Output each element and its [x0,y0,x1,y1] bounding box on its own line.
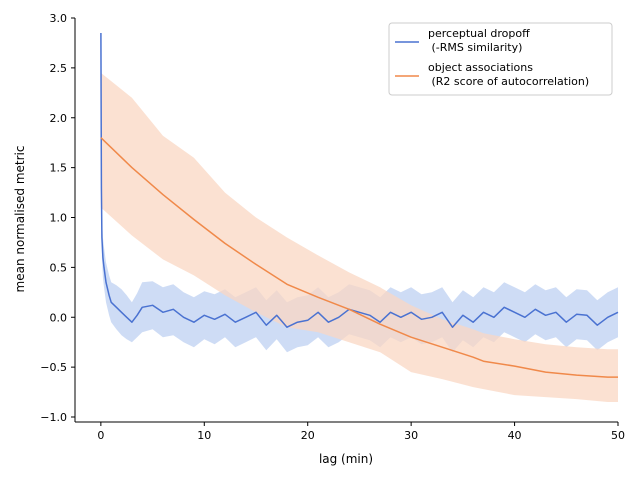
y-tick-label: 1.5 [50,162,68,175]
legend-entry-0: perceptual dropoff (-RMS similarity) [428,27,530,54]
legend-box [388,22,613,96]
x-tick-label: 20 [301,429,315,442]
x-tick-label: 40 [508,429,522,442]
axes [74,18,618,423]
y-tick-label: 0.5 [50,261,68,274]
y-tick-label: 0.0 [50,311,68,324]
legend-entry-1: object associations (R2 score of autocor… [428,61,589,88]
y-axis-label: mean normalised metric [13,146,27,293]
series-1-confidence-band [100,72,618,403]
series-lines [100,32,619,378]
ticks: 0 10 20 30 40 50 −1.0 −0.5 0.0 0.5 1.0 1.5 2.0 2.5 3.0 [40,12,625,442]
x-tick-label: 10 [197,429,211,442]
y-tick-label: 1.0 [50,212,68,225]
y-tick-label: 2.5 [50,62,68,75]
x-tick-label: 0 [97,429,104,442]
legend: perceptual dropoff (-RMS similarity) obje… [388,22,613,96]
confidence-bands [100,33,618,403]
series-1-line [100,137,618,378]
y-tick-label: 3.0 [50,12,68,25]
x-axis-label: lag (min) [319,452,373,466]
series-0-line [100,32,619,328]
y-tick-label: 2.0 [50,112,68,125]
x-tick-label: 50 [611,429,625,442]
y-tick-label: −0.5 [40,361,67,374]
y-tick-label: −1.0 [40,411,67,424]
x-tick-label: 30 [404,429,418,442]
